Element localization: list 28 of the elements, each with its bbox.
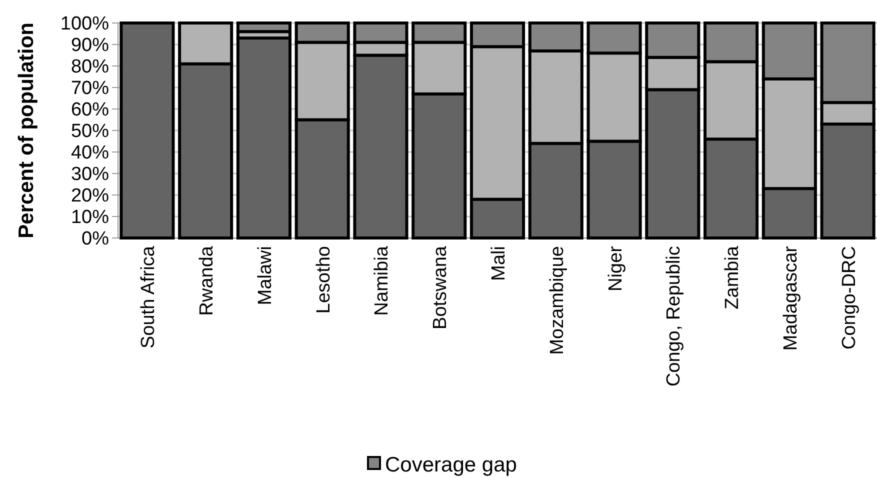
y-axis-title: Percent of population (15, 22, 38, 238)
x-tick-label: Malawi (254, 246, 276, 306)
legend-label: Coverage gap (385, 453, 517, 476)
x-tick-label: Congo, Republic (664, 246, 685, 386)
x-tick-label: Zambia (722, 246, 744, 310)
y-tick-label: 50% (70, 121, 110, 142)
x-tick-label: Madagascar (780, 245, 802, 351)
x-tick-label: Lesotho (313, 246, 334, 314)
x-tick-label: Niger (605, 245, 626, 292)
x-tick-label: Namibia (372, 246, 393, 316)
y-tick-label: 0% (82, 228, 110, 250)
y-tick-label: 60% (70, 100, 110, 121)
x-tick-label: Mozambique (546, 246, 568, 355)
x-tick-label: Rwanda (196, 246, 218, 316)
y-tick-label: 10% (70, 207, 110, 228)
y-tick-label: 30% (70, 164, 110, 186)
y-tick-label: 100% (60, 14, 110, 35)
y-tick-label: 40% (70, 142, 110, 164)
bar (236, 36, 292, 240)
y-tick-label: 20% (70, 186, 110, 207)
y-tick-label: 80% (70, 56, 110, 78)
x-tick-label: Botswana (430, 246, 452, 330)
y-tick-label: 90% (70, 35, 110, 56)
x-tick-label: Congo-DRC (838, 246, 860, 350)
x-tick-label: Mali (488, 246, 510, 281)
x-tick-label: South Africa (138, 246, 160, 348)
bar (120, 22, 175, 240)
y-tick-label: 70% (70, 78, 110, 100)
